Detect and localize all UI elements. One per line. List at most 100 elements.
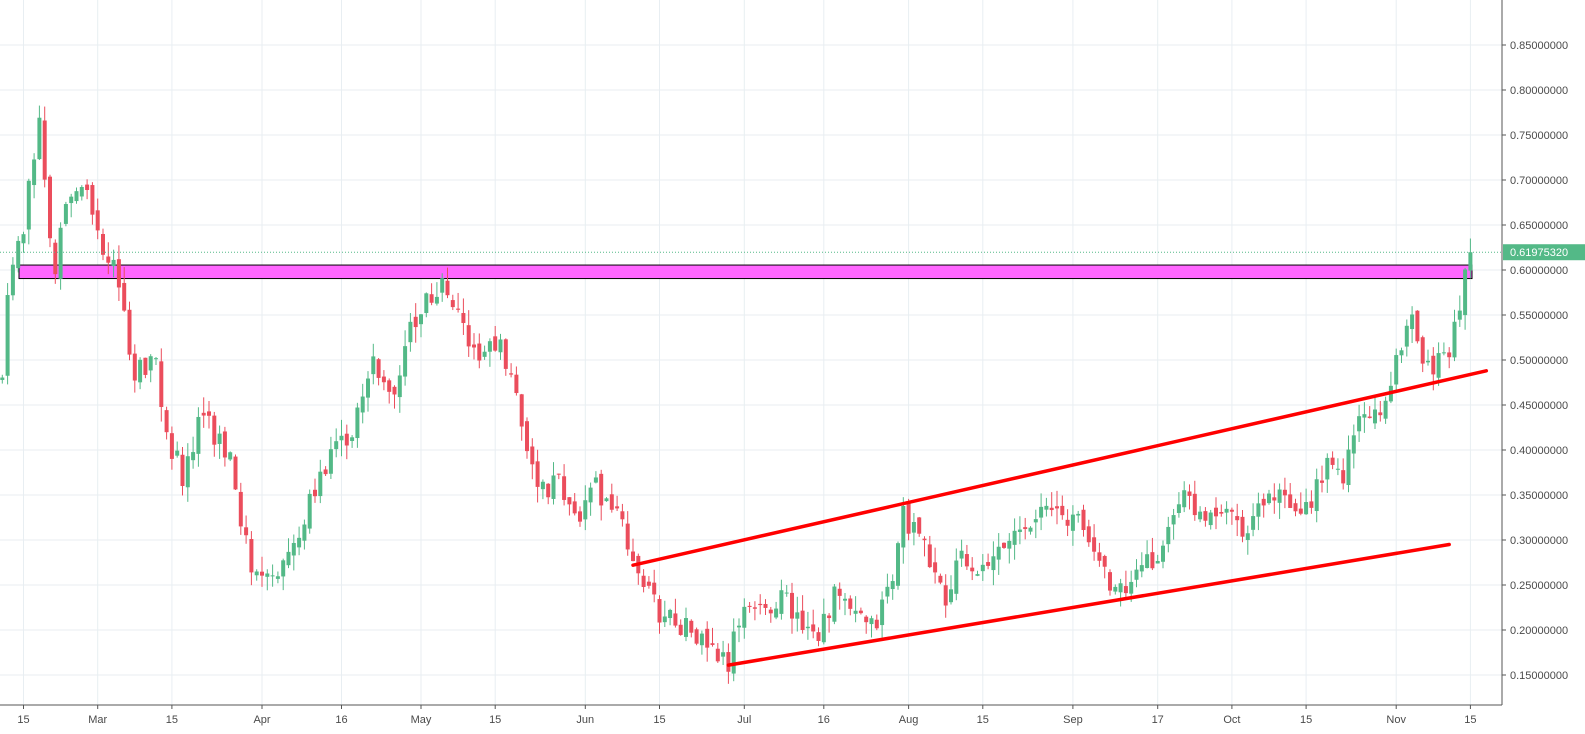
candle bbox=[1102, 554, 1107, 579]
candle bbox=[525, 417, 529, 459]
candle-body bbox=[530, 446, 535, 465]
candle-body bbox=[546, 483, 551, 498]
candle bbox=[1086, 519, 1091, 547]
candle bbox=[901, 497, 906, 564]
candle bbox=[1229, 507, 1234, 525]
candle-body bbox=[694, 629, 699, 644]
candle-body bbox=[1219, 512, 1224, 514]
candle bbox=[434, 282, 439, 306]
x-tick-label: Mar bbox=[88, 714, 107, 726]
candle bbox=[5, 283, 10, 385]
channel-upper-trendline[interactable] bbox=[631, 369, 1489, 567]
x-tick-label: Aug bbox=[899, 714, 919, 726]
candle-body bbox=[270, 575, 275, 577]
candle-body bbox=[1129, 581, 1134, 594]
candle bbox=[1240, 510, 1245, 543]
x-tick-label: Oct bbox=[1223, 714, 1240, 726]
candle-body bbox=[975, 574, 980, 576]
candle bbox=[911, 513, 916, 546]
candle bbox=[567, 497, 572, 516]
candle bbox=[63, 201, 68, 227]
candle-body bbox=[74, 191, 79, 202]
candle bbox=[265, 569, 270, 591]
candle-body bbox=[403, 346, 408, 377]
candle bbox=[217, 425, 222, 459]
candle bbox=[1097, 542, 1102, 567]
candle-body bbox=[1070, 514, 1075, 531]
candle bbox=[657, 595, 662, 634]
candle-body bbox=[509, 373, 514, 375]
y-tick-label: 0.35000000 bbox=[1510, 490, 1568, 502]
candle bbox=[429, 283, 434, 306]
candle bbox=[731, 618, 736, 682]
candle bbox=[461, 298, 466, 335]
candle bbox=[758, 594, 763, 615]
candle-body bbox=[668, 609, 673, 619]
candle bbox=[191, 436, 196, 469]
candle-body bbox=[85, 184, 90, 190]
candle bbox=[652, 569, 657, 603]
candle-body bbox=[551, 475, 556, 499]
candle-body bbox=[1102, 556, 1107, 567]
candle-body bbox=[964, 554, 969, 567]
x-tick-label: Jun bbox=[576, 714, 594, 726]
candle bbox=[249, 531, 254, 586]
candle bbox=[1351, 424, 1356, 469]
candle-body bbox=[191, 452, 196, 461]
candle bbox=[466, 310, 471, 357]
candle-body bbox=[1002, 542, 1006, 548]
candle bbox=[805, 611, 810, 640]
candle bbox=[811, 609, 816, 639]
candle bbox=[1023, 517, 1028, 540]
candle-body bbox=[657, 599, 662, 623]
candle bbox=[48, 174, 52, 248]
candle-body bbox=[1192, 493, 1197, 516]
candle bbox=[1166, 516, 1171, 553]
candle bbox=[238, 482, 243, 535]
candle bbox=[413, 303, 418, 343]
candle-body bbox=[938, 575, 943, 583]
candle bbox=[1214, 497, 1218, 530]
candle-body bbox=[1277, 489, 1282, 503]
candle bbox=[450, 294, 455, 311]
candle bbox=[646, 576, 651, 589]
candle bbox=[376, 358, 381, 386]
candle bbox=[1272, 483, 1277, 514]
candle-body bbox=[503, 339, 508, 369]
candle-body bbox=[954, 560, 959, 594]
candle bbox=[588, 482, 593, 516]
candle-body bbox=[5, 295, 10, 376]
candle-body bbox=[1272, 497, 1277, 501]
candle bbox=[975, 570, 980, 577]
candle bbox=[1060, 495, 1065, 520]
channel-lower-trendline[interactable] bbox=[726, 542, 1451, 667]
grid bbox=[0, 0, 1502, 705]
candle bbox=[1251, 503, 1256, 537]
candle-body bbox=[1309, 501, 1314, 508]
candle-body bbox=[959, 550, 964, 559]
candle bbox=[1404, 319, 1409, 357]
candle-body bbox=[79, 187, 84, 197]
candle-body bbox=[1304, 502, 1309, 515]
candle-body bbox=[424, 293, 429, 314]
candle bbox=[662, 600, 667, 628]
candle bbox=[360, 383, 365, 424]
candle-body bbox=[1441, 352, 1446, 354]
candle-body bbox=[742, 606, 747, 628]
candle-body bbox=[1081, 509, 1086, 531]
candle-body bbox=[1335, 468, 1340, 470]
candle bbox=[1076, 510, 1081, 523]
y-tick-label: 0.70000000 bbox=[1510, 175, 1568, 187]
candle bbox=[1145, 540, 1150, 569]
candle-body bbox=[540, 481, 545, 490]
candle bbox=[1394, 348, 1399, 393]
y-tick-label: 0.65000000 bbox=[1510, 220, 1568, 232]
candle bbox=[1463, 267, 1468, 330]
candle-body bbox=[445, 280, 450, 296]
x-tick-label: 15 bbox=[1300, 714, 1312, 726]
candle-body bbox=[180, 454, 185, 486]
candle bbox=[1134, 559, 1139, 588]
candle-body bbox=[922, 538, 927, 541]
